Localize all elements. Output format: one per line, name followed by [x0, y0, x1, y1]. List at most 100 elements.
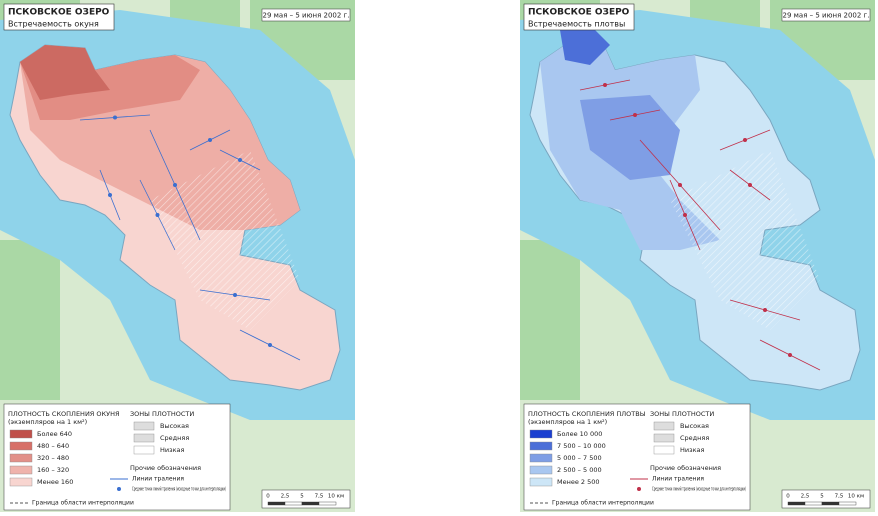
legend-box	[3, 403, 231, 511]
title-box	[523, 3, 635, 31]
legend-class: Менее 160	[37, 478, 73, 486]
title-box	[3, 3, 115, 31]
legend-class: Более 10 000	[557, 430, 602, 438]
legend-unit: (экземпляров на 1 км²)	[528, 418, 607, 426]
scale-label: 10 км	[328, 494, 344, 500]
trawl-point	[108, 193, 112, 197]
scale-label: 10 км	[848, 494, 864, 500]
legend-title: ПЛОТНОСТЬ СКОПЛЕНИЯ ОКУНЯ	[8, 410, 119, 418]
trawl-point	[748, 183, 752, 187]
scale-label: 0	[266, 494, 270, 500]
zone-swatch	[133, 433, 155, 443]
forest	[520, 240, 580, 400]
trawl-point	[603, 83, 607, 87]
forest	[0, 240, 60, 400]
zone-label: Средняя	[680, 434, 709, 442]
scale-segment	[301, 501, 320, 506]
scale-segment	[267, 501, 286, 506]
trawl-point	[743, 138, 747, 142]
trawl-point	[678, 183, 682, 187]
zone-swatch	[133, 445, 155, 455]
other-label: Средние точки линий траления (исходные т…	[132, 486, 226, 493]
legend-class: Менее 2 500	[557, 478, 600, 486]
density-zone	[20, 45, 110, 100]
trawl-point	[633, 113, 637, 117]
other-title: Прочие обозначения	[650, 464, 721, 472]
scale-label: 7,5	[835, 494, 844, 500]
legend-swatch	[529, 477, 553, 487]
map-title: ПСКОВСКОЕ ОЗЕРО	[8, 8, 110, 18]
map-panel: ПСКОВСКОЕ ОЗЕРО Встречаемость плотвы 29 ма…	[520, 0, 875, 512]
zone-swatch	[653, 445, 675, 455]
legend-box	[523, 403, 751, 511]
legend-swatch	[9, 429, 33, 439]
trawl-point	[173, 183, 177, 187]
scale-label: 2,5	[281, 494, 290, 500]
legend-swatch	[529, 465, 553, 475]
other-label: Линии траления	[652, 476, 704, 483]
legend-swatch	[9, 465, 33, 475]
legend-class: 160 – 320	[37, 466, 69, 474]
zone-label: Низкая	[160, 446, 184, 454]
scale-label: 5	[300, 494, 304, 500]
map-panel: ПСКОВСКОЕ ОЗЕРО Встречаемость окуня 29 мая…	[0, 0, 355, 512]
trawl-point	[208, 138, 212, 142]
density-zone	[580, 95, 680, 180]
date-box	[781, 8, 871, 22]
legend-class: 320 – 480	[37, 454, 69, 462]
legend-swatch	[9, 453, 33, 463]
scale-segment	[318, 501, 337, 506]
zones-title: ЗОНЫ ПЛОТНОСТИ	[650, 410, 714, 418]
map-subtitle: Встречаемость плотвы	[528, 20, 625, 29]
scale-segment	[804, 501, 823, 506]
legend-class: 2 500 – 5 000	[557, 466, 602, 474]
trawl-point	[238, 158, 242, 162]
legend-class: Более 640	[37, 430, 72, 438]
legend-trawl-point	[117, 487, 121, 491]
legend-class: 5 000 – 7 500	[557, 454, 602, 462]
legend-swatch	[529, 453, 553, 463]
map-date: 29 мая – 5 июня 2002 г.	[783, 12, 870, 20]
map-date: 29 мая – 5 июня 2002 г.	[263, 12, 350, 20]
trawl-point	[233, 293, 237, 297]
scale-segment	[821, 501, 840, 506]
scale-label: 2,5	[801, 494, 810, 500]
legend-swatch	[529, 441, 553, 451]
scale-segment	[284, 501, 303, 506]
trawl-point	[683, 213, 687, 217]
legend-class: 480 – 640	[37, 442, 69, 450]
zone-label: Высокая	[160, 422, 189, 430]
scale-label: 7,5	[315, 494, 324, 500]
trawl-point	[113, 115, 117, 120]
zone-label: Низкая	[680, 446, 704, 454]
other-title: Прочие обозначения	[130, 464, 201, 472]
other-label: Линии траления	[132, 476, 184, 483]
map-title: ПСКОВСКОЕ ОЗЕРО	[528, 8, 630, 18]
trawl-point	[268, 343, 272, 347]
other-label: Средние точки линий траления (исходные т…	[652, 486, 746, 493]
legend-trawl-point	[637, 487, 641, 491]
boundary-label: Граница области интерполяции	[32, 500, 134, 507]
legend-swatch	[9, 477, 33, 487]
legend-unit: (экземпляров на 1 км²)	[8, 418, 87, 426]
zone-label: Средняя	[160, 434, 189, 442]
zone-hatch	[150, 150, 300, 330]
scale-label: 5	[820, 494, 824, 500]
boundary-label: Граница области интерполяции	[552, 500, 654, 507]
map-subtitle: Встречаемость окуня	[8, 20, 99, 29]
date-box	[261, 8, 351, 22]
trawl-point	[155, 213, 160, 217]
legend-swatch	[529, 429, 553, 439]
zone-label: Высокая	[680, 422, 709, 430]
density-zone	[560, 25, 610, 65]
zone-hatch	[670, 150, 820, 330]
scale-label: 0	[786, 494, 790, 500]
zone-swatch	[653, 421, 675, 431]
legend-swatch	[9, 441, 33, 451]
scale-segment	[787, 501, 806, 506]
trawl-point	[763, 308, 767, 312]
legend-class: 7 500 – 10 000	[557, 442, 606, 450]
zones-title: ЗОНЫ ПЛОТНОСТИ	[130, 410, 194, 418]
legend-title: ПЛОТНОСТЬ СКОПЛЕНИЯ ПЛОТВЫ	[528, 410, 646, 418]
